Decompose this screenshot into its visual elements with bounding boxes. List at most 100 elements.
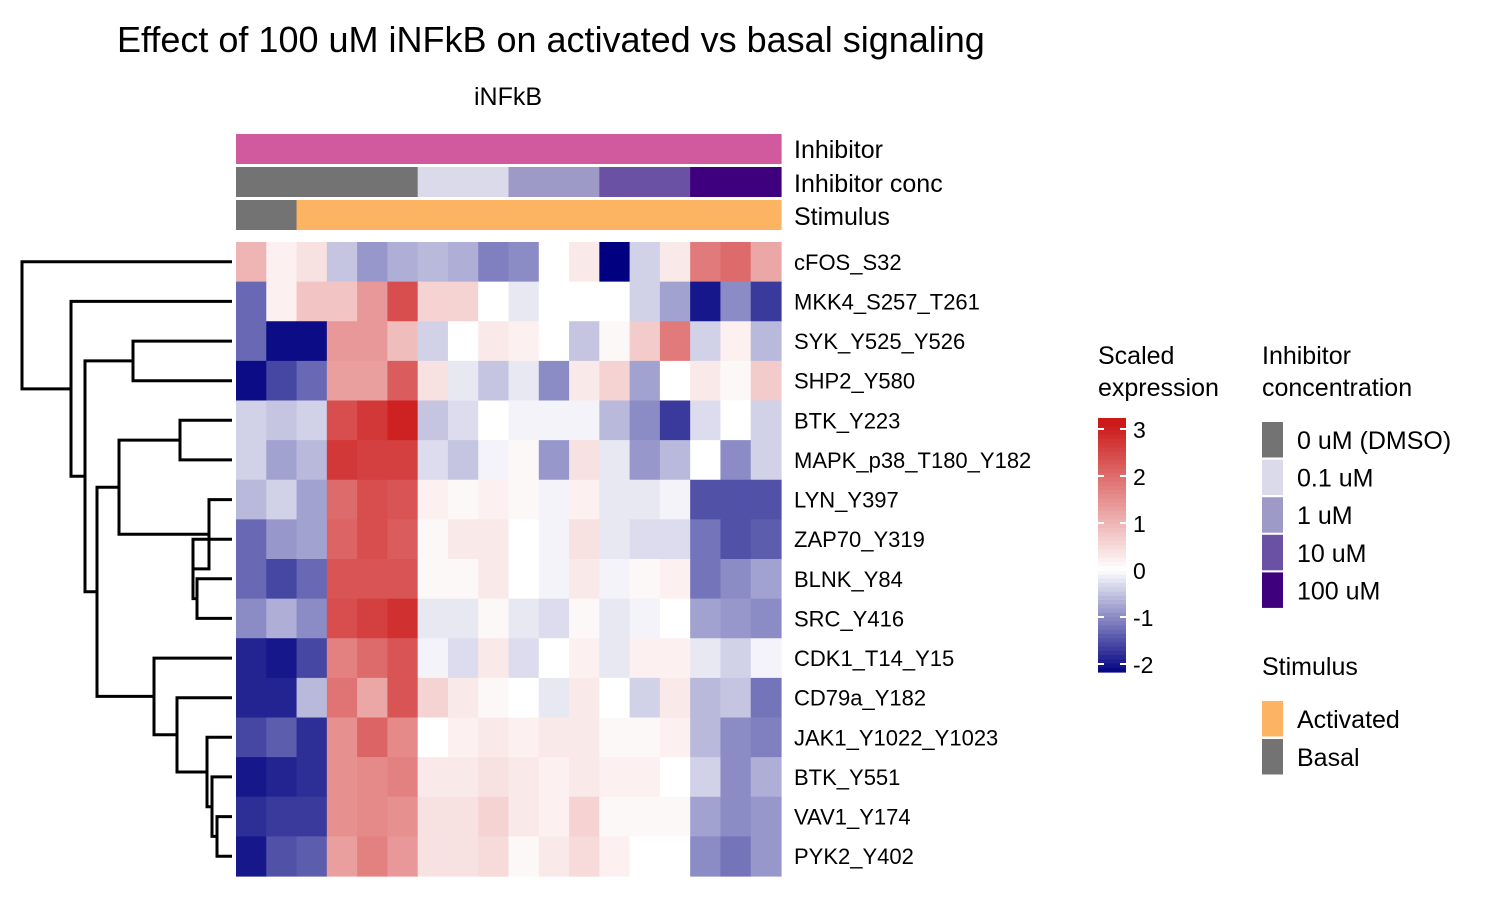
heatmap-cell [690, 677, 722, 719]
heatmap-cell [387, 242, 419, 283]
heatmap-cell [750, 598, 782, 639]
heatmap-cell [750, 479, 782, 520]
heatmap-cell [569, 757, 600, 798]
heatmap-cell [417, 598, 449, 639]
heatmap-cell [326, 440, 358, 481]
annotation-cell [357, 167, 388, 197]
heatmap-cell [387, 836, 419, 877]
annotation-label-inhibitor-conc: Inhibitor conc [794, 170, 943, 198]
heatmap-cell [720, 757, 752, 798]
heatmap-body [236, 242, 782, 877]
heatmap-cell [296, 400, 328, 441]
heatmap-cell [266, 519, 298, 560]
heatmap-cell [720, 836, 752, 877]
color-bar-segment [1098, 485, 1126, 491]
heatmap-cell [659, 717, 691, 758]
concentration-legend-title-line1: Inhibitor [1262, 342, 1351, 370]
color-bar-segment [1098, 549, 1126, 555]
heatmap-cell [417, 519, 449, 560]
annotation-cell [720, 134, 752, 164]
heatmap-cell [236, 360, 267, 402]
heatmap-cell [266, 638, 298, 679]
heatmap-cell [538, 321, 570, 362]
color-bar-segment [1098, 451, 1126, 457]
dendrogram-branch [195, 577, 232, 620]
heatmap-cell [296, 242, 328, 283]
color-bar-segment [1098, 502, 1126, 508]
heatmap-cell [629, 440, 661, 481]
heatmap-cell [690, 281, 722, 322]
row-label: BTK_Y551 [794, 765, 900, 790]
color-bar-segment [1098, 468, 1126, 474]
heatmap-cell [569, 677, 600, 719]
heatmap-cell [508, 638, 540, 679]
row-dendrogram [20, 260, 232, 858]
heatmap-cell [236, 757, 267, 798]
color-bar-segment [1098, 439, 1126, 444]
heatmap-cell [417, 717, 449, 758]
heatmap-cell [387, 321, 419, 362]
heatmap-cell [447, 757, 479, 798]
heatmap-cell [569, 440, 600, 481]
heatmap-cell [357, 281, 388, 322]
annotation-cell [478, 167, 510, 197]
heatmap-cell [326, 757, 358, 798]
annotation-cell [750, 200, 782, 230]
color-bar-segment [1098, 519, 1126, 525]
legend-label: Activated [1297, 706, 1400, 734]
heatmap-cell [387, 479, 419, 520]
annotation-cell [387, 167, 419, 197]
heatmap-cell [750, 717, 782, 758]
heatmap-cell [659, 598, 691, 639]
heatmap-cell [357, 519, 388, 560]
heatmap-cell [387, 281, 419, 322]
color-legend-title-line1: Scaled [1098, 342, 1174, 370]
annotation-cell [538, 167, 570, 197]
dendrogram-branch [215, 815, 232, 858]
heatmap-cell [296, 281, 328, 322]
color-bar-tick-label: -2 [1133, 652, 1153, 678]
heatmap-cell [659, 836, 691, 877]
color-bar-segment [1098, 447, 1126, 453]
heatmap-cell [266, 281, 298, 322]
color-bar-segment [1098, 545, 1126, 550]
heatmap-cell [569, 559, 600, 600]
heatmap-cell [417, 559, 449, 600]
heatmap-cell [538, 598, 570, 639]
heatmap-cell [236, 400, 267, 441]
heatmap-cell [236, 519, 267, 560]
annotation-cell [629, 167, 661, 197]
row-label: MAPK_p38_T180_Y182 [794, 448, 1031, 473]
annotation-cell [478, 134, 510, 164]
heatmap-cell [538, 519, 570, 560]
heatmap-cell [447, 836, 479, 877]
color-bar-segment [1098, 443, 1126, 449]
heatmap-cell [508, 440, 540, 481]
heatmap-cell [629, 281, 661, 322]
heatmap-cell [478, 559, 510, 600]
heatmap-cell [538, 638, 570, 679]
heatmap-cell [447, 717, 479, 758]
heatmap-cell [750, 559, 782, 600]
heatmap-cell [659, 796, 691, 837]
color-bar-segment [1098, 536, 1126, 542]
heatmap-cell [357, 440, 388, 481]
annotation-cell [387, 200, 419, 230]
legend-swatch [1262, 572, 1283, 608]
heatmap-cell [538, 717, 570, 758]
annotation-cell [659, 200, 691, 230]
heatmap-cell [266, 757, 298, 798]
row-label: CD79a_Y182 [794, 686, 926, 711]
annotation-label-inhibitor: Inhibitor [794, 136, 883, 164]
heatmap-cell [569, 281, 600, 322]
heatmap-cell [690, 638, 722, 679]
heatmap-cell [508, 479, 540, 520]
heatmap-cell [569, 321, 600, 362]
heatmap-cell [750, 360, 782, 402]
color-bar-segment [1098, 574, 1126, 580]
heatmap-cell [296, 559, 328, 600]
row-label: BLNK_Y84 [794, 567, 903, 592]
color-bar-segment [1098, 608, 1126, 614]
heatmap-cell [750, 321, 782, 362]
annotation-cell [569, 167, 600, 197]
